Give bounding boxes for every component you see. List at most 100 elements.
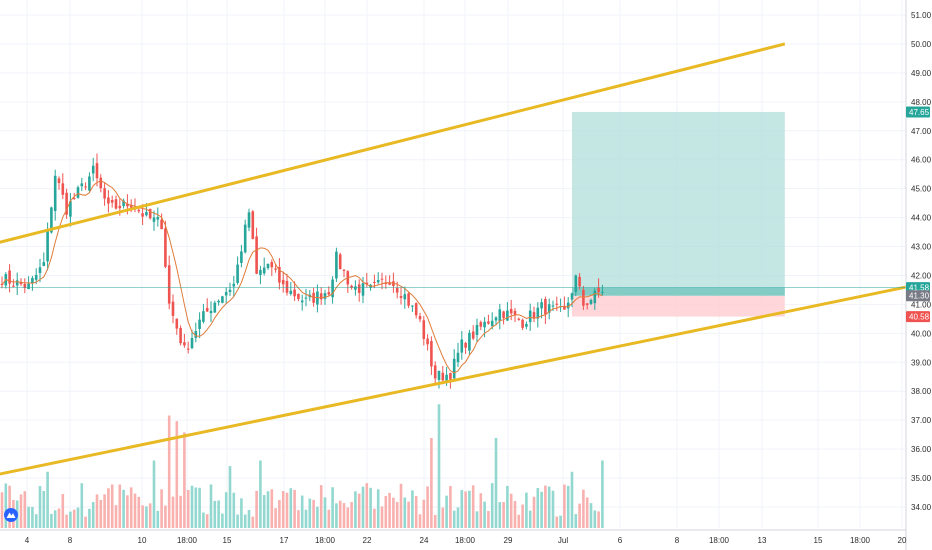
candle-body xyxy=(266,263,270,269)
candle-body xyxy=(418,315,422,320)
volume-bar xyxy=(494,438,498,528)
volume-bar xyxy=(61,494,65,528)
volume-bar xyxy=(243,514,247,528)
target-zone[interactable] xyxy=(572,111,785,296)
volume-bar xyxy=(335,503,338,528)
candle-body xyxy=(240,251,243,263)
candle-body xyxy=(578,276,581,287)
volume-bar xyxy=(164,505,167,528)
candle-body xyxy=(414,303,418,316)
volume-bar xyxy=(331,487,334,528)
volume-bar xyxy=(468,490,471,528)
candle-body xyxy=(65,192,68,215)
candle-body xyxy=(407,293,410,306)
lower-trendline[interactable] xyxy=(0,285,907,476)
candle-body xyxy=(167,265,171,304)
long-position-box[interactable] xyxy=(572,111,785,317)
volume-bar xyxy=(403,497,407,528)
candle-body xyxy=(221,296,224,303)
volume-bar xyxy=(50,513,53,528)
volume-bar xyxy=(46,471,49,528)
time-tick-label: 8 xyxy=(68,536,73,545)
candle-body xyxy=(99,177,103,189)
candle-body xyxy=(61,183,65,195)
volume-bar xyxy=(449,485,452,528)
volume-bar xyxy=(392,497,395,528)
candle-body xyxy=(327,292,331,295)
volume-bar xyxy=(145,506,148,528)
candle-body xyxy=(342,269,346,271)
stop-zone[interactable] xyxy=(572,295,785,317)
tradingview-logo-icon[interactable] xyxy=(4,508,18,522)
volume-bar xyxy=(582,489,585,528)
volume-bar xyxy=(376,489,380,528)
price-axis[interactable]: 34.00 35.00 36.00 37.00 38.00 39.00 40.00 41.00… xyxy=(905,0,932,550)
price-tick-label: 44.00 xyxy=(911,214,932,223)
candle-body xyxy=(422,320,426,339)
candle-body xyxy=(338,254,342,269)
time-axis[interactable]: 4 8 10 18:00 15 17 18:00 22 24 18:00 29 Jul 6 8 18:00 1… xyxy=(0,529,907,545)
candle-body xyxy=(574,275,578,292)
volume-bar xyxy=(316,506,319,528)
price-tick-label: 42.00 xyxy=(911,271,932,280)
price-tick-label: 46.00 xyxy=(911,156,932,165)
candle-body xyxy=(601,291,604,293)
volume-bar xyxy=(563,484,566,528)
candle-body xyxy=(107,197,110,204)
candle-body xyxy=(126,203,129,207)
volume-bar xyxy=(555,516,559,528)
candle-body xyxy=(88,176,91,191)
time-tick-label: 18:00 xyxy=(709,536,730,545)
volume-bar xyxy=(498,502,502,528)
price-badge-label: 41.58 xyxy=(909,284,930,293)
volume-bar xyxy=(517,514,521,528)
candle-body xyxy=(278,266,281,283)
candle-body xyxy=(388,282,391,285)
volume-bar xyxy=(126,495,129,528)
volume-bar xyxy=(152,460,156,528)
volume-bar xyxy=(411,490,414,528)
volume-bar xyxy=(460,490,464,528)
candle-body xyxy=(452,358,456,379)
candle-body xyxy=(593,290,597,304)
volume-bar xyxy=(304,509,308,528)
candle-body xyxy=(555,303,559,305)
upper-trendline[interactable] xyxy=(0,42,786,244)
price-badge xyxy=(906,290,930,302)
candle-body xyxy=(376,280,380,283)
time-tick-label: 18:00 xyxy=(315,536,336,545)
candle-body xyxy=(129,204,133,208)
volume-bar xyxy=(34,514,38,528)
volume-bar xyxy=(270,489,274,528)
volume-bar xyxy=(395,501,399,528)
volume-bar xyxy=(107,488,110,528)
volume-bar xyxy=(274,508,277,528)
volume-bar xyxy=(350,501,353,528)
price-tick-label: 48.00 xyxy=(911,98,932,107)
volume-bar xyxy=(422,499,426,528)
volume-bar xyxy=(384,496,388,528)
candle-body xyxy=(335,251,338,279)
volume-bar xyxy=(69,511,72,528)
candle-body xyxy=(42,262,46,266)
candle-body xyxy=(255,236,258,274)
volume-bar xyxy=(380,506,384,528)
volume-bar xyxy=(183,432,186,528)
candle-body xyxy=(331,279,334,298)
volume-bar xyxy=(255,490,258,528)
volume-bar xyxy=(23,491,27,528)
candle-body xyxy=(95,163,99,179)
candle-body xyxy=(316,291,319,305)
candle-body xyxy=(433,365,437,379)
volume-bar xyxy=(373,508,376,528)
candle-body xyxy=(513,310,517,316)
candle-body xyxy=(12,285,15,287)
candle-body xyxy=(566,302,570,309)
price-badge-label: 41.30 xyxy=(909,292,930,301)
volume-bar xyxy=(471,485,475,528)
volume-bar xyxy=(186,490,190,528)
volume-bar xyxy=(0,492,4,528)
volume-bars xyxy=(0,404,604,528)
candle-body xyxy=(175,318,179,329)
